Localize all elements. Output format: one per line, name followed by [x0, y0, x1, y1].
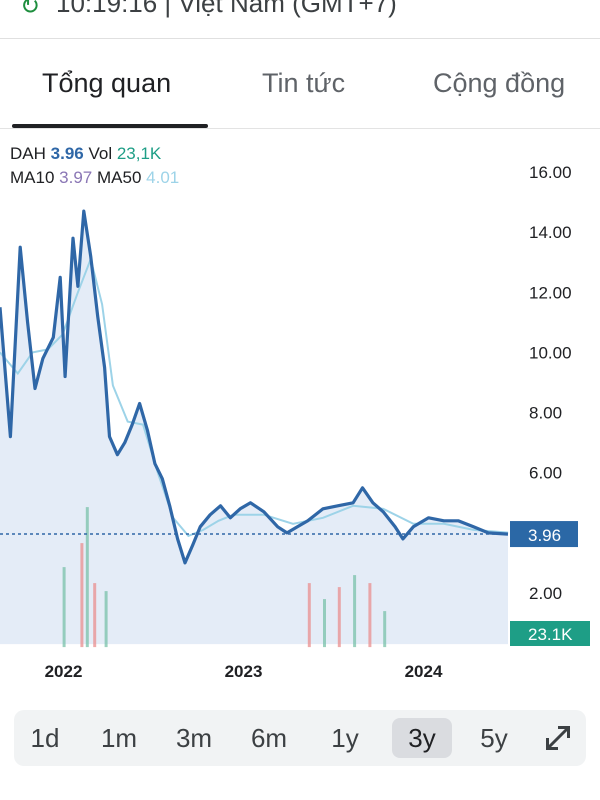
period-3y[interactable]: 3y	[392, 718, 452, 758]
status-bar: ↻ 10:19:16 | Việt Nam (GMT+7)	[0, 0, 600, 39]
volume-bar	[307, 583, 311, 648]
active-tab-indicator	[12, 124, 208, 128]
x-tick-label: 2022	[45, 662, 83, 681]
price-line	[0, 209, 509, 565]
period-selector: 1d 1m 3m 6m 1y 3y 5y	[14, 710, 586, 766]
volume-bar	[383, 611, 387, 648]
x-tick-label: 2023	[225, 662, 263, 681]
volume-bar	[62, 567, 66, 648]
x-tick-label: 2024	[405, 662, 443, 681]
volume-bar	[93, 583, 97, 648]
legend-line-1: DAH 3.96 Vol 23,1K	[10, 144, 161, 164]
status-time: 10:19:16 | Việt Nam (GMT+7)	[56, 0, 397, 18]
volume-tag-label: 23.1K	[528, 625, 573, 644]
legend-ma10-label: MA10	[10, 168, 55, 187]
legend-ticker: DAH	[10, 144, 46, 163]
tab-bar: Tổng quan Tin tức Cộng đồng	[0, 40, 600, 129]
volume-bar	[85, 507, 89, 648]
legend-price: 3.96	[50, 144, 84, 163]
legend-line-2: MA10 3.97 MA50 4.01	[10, 168, 179, 188]
refresh-icon[interactable]: ↻	[20, 0, 41, 20]
price-area-fill	[0, 211, 508, 645]
y-tick-label: 12.00	[529, 283, 572, 302]
period-5y[interactable]: 5y	[480, 723, 508, 753]
price-tag	[510, 521, 578, 548]
y-tick-label: 10.00	[529, 343, 572, 362]
volume-bar	[323, 599, 326, 648]
volume-bar	[337, 587, 341, 648]
legend-ma50-label: MA50	[96, 168, 142, 187]
tab-tin-tuc[interactable]: Tin tức	[262, 68, 346, 98]
price-tag-label: 3.96	[528, 526, 561, 545]
expand-icon[interactable]	[540, 720, 576, 756]
legend-vol-value: 23,1K	[116, 144, 162, 163]
legend-vol-label: Vol	[88, 144, 113, 163]
legend-ma10-value: 3.97	[59, 168, 93, 187]
bottom-strip	[0, 770, 600, 800]
y-tick-label: 14.00	[529, 223, 572, 242]
y-tick-label: 6.00	[529, 464, 562, 483]
tab-tong-quan[interactable]: Tổng quan	[42, 68, 172, 98]
volume-bar	[368, 583, 372, 648]
period-6m[interactable]: 6m	[250, 723, 288, 753]
volume-bar	[80, 543, 84, 648]
y-tick-label: 16.00	[529, 163, 572, 182]
period-1y[interactable]: 1y	[331, 723, 359, 753]
volume-tag	[510, 621, 590, 646]
price-chart[interactable]: 2.004.006.008.0010.0012.0014.0016.003.96…	[0, 128, 600, 698]
period-3m[interactable]: 3m	[175, 723, 213, 753]
y-tick-label: 8.00	[529, 404, 562, 423]
legend-ma50-value: 4.01	[146, 168, 180, 187]
tab-cong-dong[interactable]: Cộng đồng	[433, 68, 566, 98]
period-1d[interactable]: 1d	[30, 723, 60, 753]
volume-bar	[104, 591, 108, 648]
price-chart-svg: 2.004.006.008.0010.0012.0014.0016.003.96…	[0, 163, 590, 681]
period-1m[interactable]: 1m	[100, 723, 138, 753]
y-tick-label: 2.00	[529, 584, 562, 603]
volume-bar	[353, 575, 357, 648]
